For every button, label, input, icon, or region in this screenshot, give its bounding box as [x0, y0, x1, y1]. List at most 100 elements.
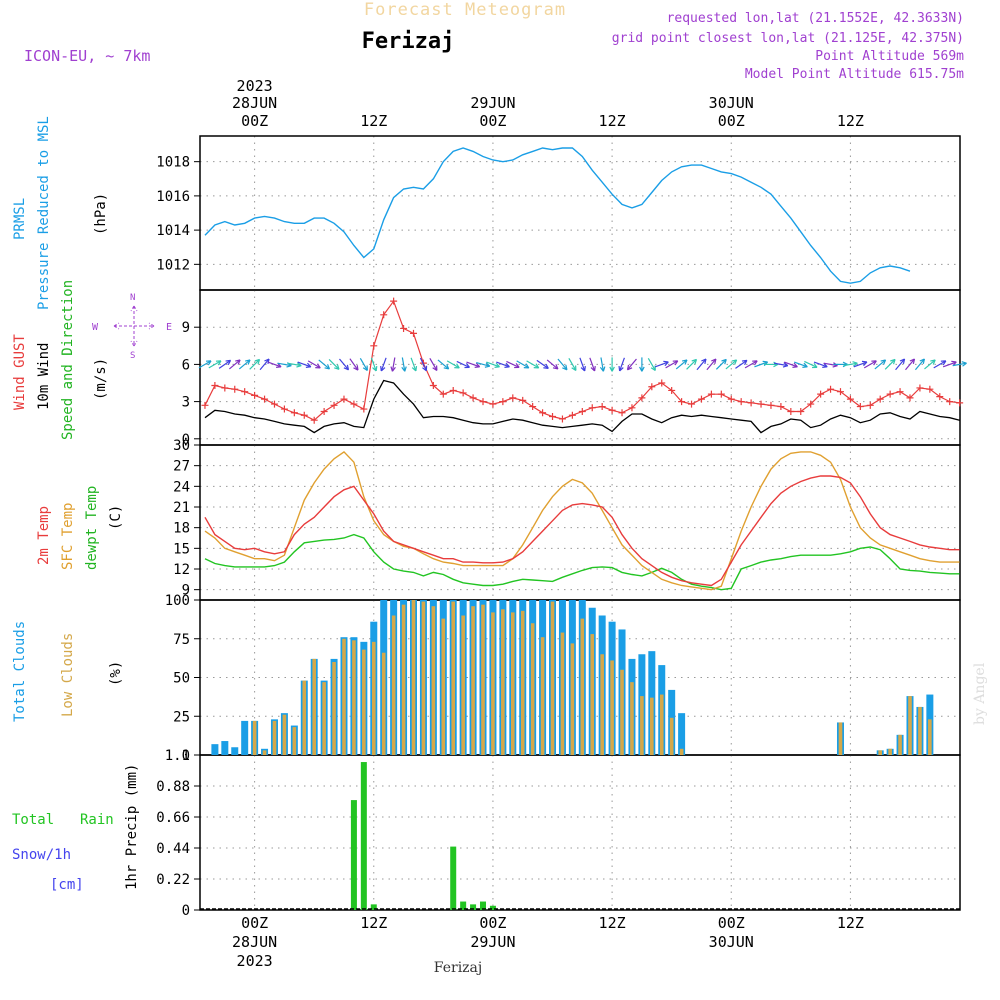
- wind-arrow-shaft: [349, 358, 359, 371]
- wind-arrow-head: [523, 363, 530, 369]
- precip-label-rain: Rain: [80, 812, 114, 828]
- wind-arrow-shaft: [410, 357, 417, 372]
- wind-arrow-shaft: [914, 358, 925, 371]
- gust-marker: [320, 408, 328, 416]
- y-tick-label: 50: [173, 671, 190, 687]
- wind-arrow-shaft: [895, 358, 906, 371]
- gust-marker: [568, 411, 576, 419]
- wind-arrow-head: [721, 358, 727, 365]
- gust-marker: [201, 401, 209, 409]
- low-cloud-bar: [342, 638, 346, 755]
- wind-arrow-head: [899, 358, 906, 365]
- low-cloud-bar: [362, 649, 366, 755]
- low-cloud-bar: [252, 720, 257, 755]
- gust-marker: [261, 395, 269, 403]
- temp-label-2m: 2m Temp: [36, 506, 52, 565]
- gust-marker: [618, 409, 626, 417]
- wind-arrow-shaft: [339, 358, 349, 371]
- gust-marker: [707, 390, 715, 398]
- gust-marker: [539, 409, 547, 417]
- wind-arrow-head: [871, 360, 877, 366]
- gust-marker: [747, 399, 755, 407]
- y-tick-label: 0.44: [156, 841, 190, 857]
- low-cloud-bar: [550, 601, 555, 755]
- wind-arrow-shaft: [735, 359, 748, 369]
- compass-e: E: [166, 322, 172, 333]
- wind-arrow-head: [672, 360, 679, 366]
- y-tick-label: 15: [173, 541, 190, 557]
- top-axis-hour: 00Z: [479, 112, 506, 130]
- wind-arrow-head: [626, 364, 633, 371]
- total-cloud-bar: [241, 720, 249, 755]
- top-axis-year: 2023: [237, 77, 273, 95]
- wind-arrow-head: [380, 365, 386, 372]
- gust-marker: [588, 404, 596, 412]
- wind-arrow-shaft: [380, 357, 387, 372]
- gust-marker: [906, 394, 914, 402]
- model-label: ICON-EU, ~ 7km: [24, 47, 150, 65]
- wind-arrow-shaft: [259, 358, 270, 371]
- wind-arrow-head: [390, 366, 396, 372]
- y-tick-label: 0.22: [156, 872, 190, 888]
- rain-bar: [360, 762, 367, 910]
- wind-arrow-head: [711, 358, 717, 365]
- gust-marker: [936, 393, 944, 401]
- gust-marker: [280, 405, 288, 413]
- watermark: by Angel: [972, 662, 988, 725]
- y-tick-label: 18: [173, 521, 190, 537]
- y-tick-label: 100: [165, 593, 190, 609]
- gust-marker: [231, 385, 239, 393]
- gust-marker: [409, 329, 417, 337]
- wind-arrow-shaft: [686, 359, 697, 370]
- rain-bar: [350, 800, 357, 910]
- wind-arrow-shaft: [466, 361, 480, 368]
- temp-unit: (C): [108, 505, 124, 530]
- wind-arrow-head: [782, 362, 789, 368]
- bottom-axis-hour: 00Z: [241, 914, 268, 932]
- low-cloud-bar: [401, 604, 406, 755]
- y-tick-label: 3: [182, 395, 190, 411]
- gust-marker: [777, 403, 785, 411]
- wind-arrow-shaft: [249, 359, 260, 370]
- wind-arrow-head: [562, 364, 568, 371]
- top-axis-hour: 00Z: [718, 112, 745, 130]
- precip-unit: 1hr Precip (mm): [124, 764, 140, 890]
- gust-marker: [578, 408, 586, 416]
- y-tick-label: 12: [173, 562, 190, 578]
- y-tick-label: 0.88: [156, 779, 190, 795]
- low-cloud-bar: [679, 748, 684, 755]
- location-title: Ferizaj: [362, 29, 455, 54]
- gust-marker: [638, 394, 646, 402]
- low-cloud-bar: [898, 734, 902, 755]
- low-cloud-bar: [451, 601, 456, 755]
- wind-arrow-shaft: [370, 357, 377, 372]
- panel-precip: 0 0.22 0.44 0.66 0.88 1.1: [156, 748, 961, 919]
- gust-marker: [290, 409, 298, 417]
- wind-arrow-head: [362, 365, 368, 371]
- gust-marker: [439, 390, 447, 398]
- wind-arrow-shaft: [784, 361, 798, 368]
- plot-layer: 1012101410161018036991215182124273002550…: [12, 77, 967, 970]
- wind-arrow-head: [909, 358, 916, 365]
- top-axis-date: 30JUN: [709, 94, 754, 112]
- wind-arrow-shaft: [933, 360, 947, 369]
- y-tick-label: 24: [173, 479, 190, 495]
- gust-marker: [241, 388, 249, 396]
- low-cloud-bar: [560, 632, 565, 755]
- wind-arrow-shaft: [516, 360, 530, 369]
- gust-marker: [499, 398, 507, 406]
- low-cloud-bar: [262, 750, 267, 755]
- wind-arrow-shaft: [823, 362, 838, 367]
- low-cloud-bar: [650, 697, 654, 755]
- wind-arrow-head: [571, 365, 577, 371]
- wind-arrow-head: [422, 365, 428, 372]
- wind-arrow-head: [590, 365, 596, 372]
- gust-marker: [350, 400, 358, 408]
- gust-marker: [211, 381, 219, 389]
- low-cloud-bar: [441, 618, 446, 755]
- wind-arrow-head: [609, 366, 615, 372]
- temp-label-dewpt: dewpt Temp: [84, 486, 100, 570]
- low-cloud-bar: [600, 654, 604, 755]
- gust-marker: [668, 386, 676, 394]
